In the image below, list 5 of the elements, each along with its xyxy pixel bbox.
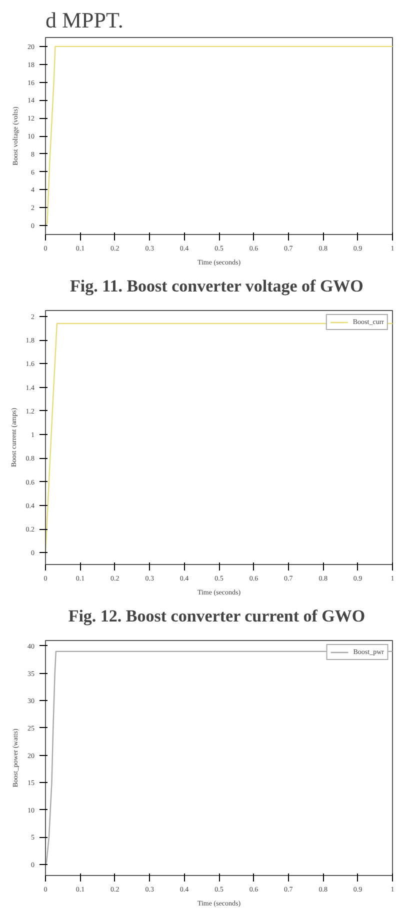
caption: Fig. 12. Boost converter current of GWO — [68, 606, 366, 626]
line-series — [46, 46, 392, 226]
line-series — [46, 650, 392, 866]
chart-title: d MPPT. — [46, 8, 124, 32]
caption: Fig. 11. Boost converter voltage of GWO — [70, 276, 364, 296]
